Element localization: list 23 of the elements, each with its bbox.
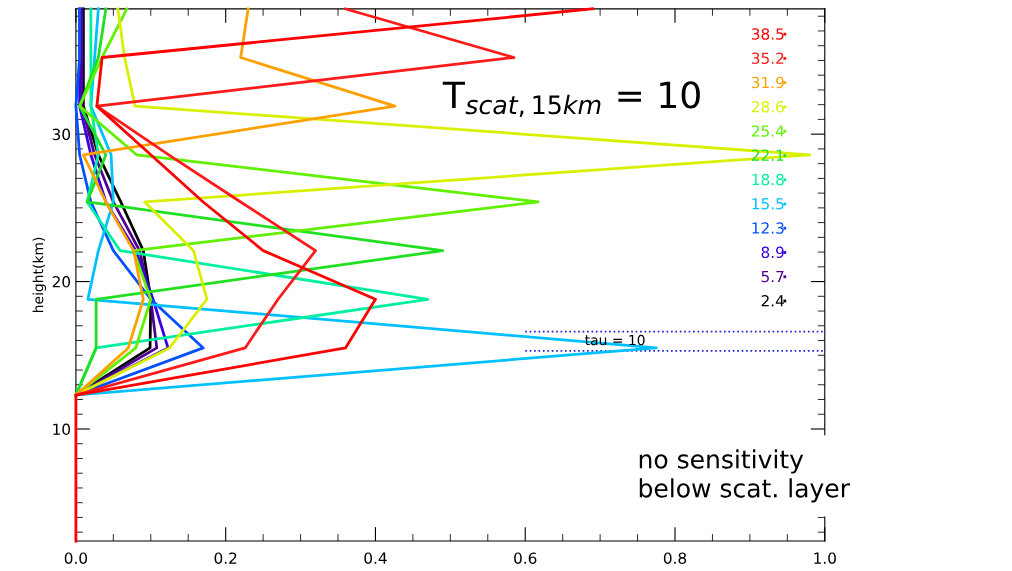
annotation: T$_{scat,15km}$ = 10 [442,81,700,117]
x-tick-label: 0.6 [514,552,537,564]
legend-label: 8.9 [761,246,784,259]
legend-label: 2.4 [761,295,784,307]
annotation: no sensitivity below scat. layer [639,449,850,503]
legend-label: 12.3 [752,222,784,234]
x-tick-label: 0.8 [663,552,687,564]
y-axis-title: height(km) [32,237,47,313]
x-tick-label: 0.0 [64,552,88,564]
legend-label: 15.5 [752,198,784,210]
legend-label: 35.2 [751,52,784,65]
legend-label: 25.4 [751,125,784,137]
legend-label: 18.8 [752,173,784,186]
y-tick-label: 30 [52,128,71,141]
x-tick-label: 0.4 [364,552,387,564]
legend-label: 28.6 [751,100,784,113]
x-tick-label: 0.2 [214,552,237,564]
y-tick-label: 10 [53,423,71,436]
legend-label: 38.5 [751,28,784,40]
legend-label: 5.7 [761,270,784,283]
x-tick-label: 1.0 [814,552,836,564]
y-tick-label: 20 [52,276,71,288]
legend-label: 31.9 [751,76,784,89]
